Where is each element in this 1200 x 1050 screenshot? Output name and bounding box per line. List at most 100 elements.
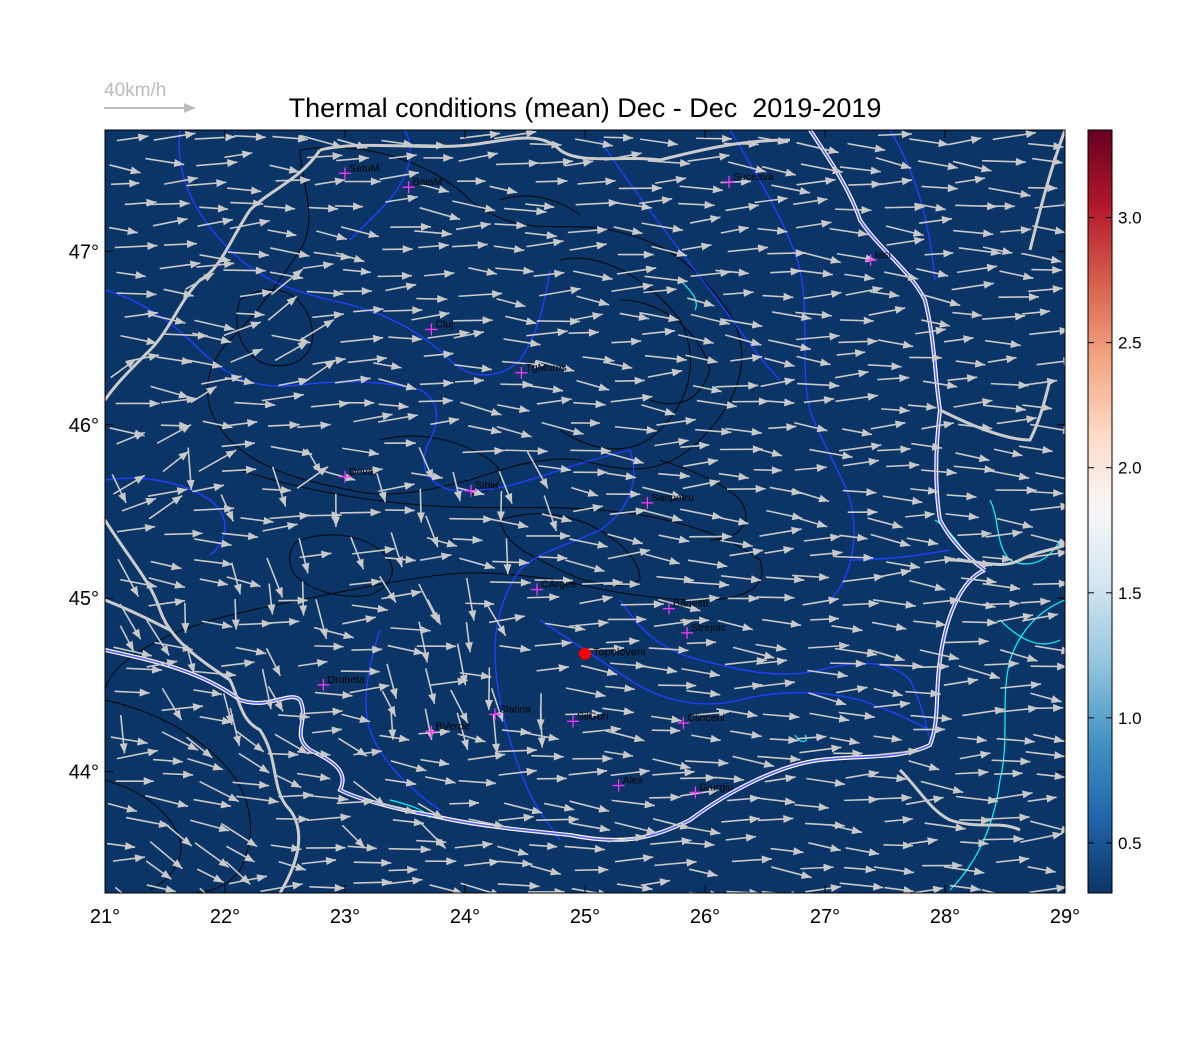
wind-arrow (959, 816, 992, 825)
wind-arrow (388, 708, 397, 740)
wind-arrow (411, 310, 450, 321)
wind-arrow (496, 159, 539, 168)
wind-arrow (839, 166, 881, 175)
wind-arrow (607, 833, 646, 843)
wind-arrow (240, 516, 274, 525)
wind-arrow (842, 599, 879, 608)
wind-arrow (881, 406, 910, 415)
wind-arrow (351, 604, 388, 613)
wind-arrow (278, 860, 307, 871)
wind-arrow (754, 195, 788, 204)
wind-arrow (464, 621, 473, 653)
wind-arrow (795, 219, 832, 229)
wind-arrow (427, 599, 442, 625)
wind-arrow (275, 176, 311, 185)
wind-arrow (351, 645, 383, 654)
wind-arrow (580, 664, 618, 677)
wind-arrow (452, 535, 483, 544)
wind-arrow (199, 715, 233, 725)
wind-arrow (678, 824, 721, 836)
wind-arrow (336, 154, 369, 163)
wind-arrow (296, 466, 329, 489)
wind-arrow (943, 677, 979, 686)
city-marker-tgmures: TgMures (515, 362, 567, 379)
wind-arrow (336, 797, 374, 806)
wind-arrow (995, 486, 1037, 495)
wind-arrow (378, 402, 409, 411)
wind-arrow (921, 420, 954, 430)
wind-arrow (687, 580, 730, 589)
wind-arrow (808, 641, 850, 650)
wind-arrow (526, 732, 559, 742)
wind-arrow (486, 604, 507, 637)
wind-arrow (614, 376, 645, 385)
wind-arrow (905, 510, 935, 519)
wind-arrow (582, 644, 625, 653)
wind-arrow (1032, 157, 1063, 166)
wind-arrow (314, 642, 344, 651)
wind-arrow (495, 266, 534, 275)
wind-arrow (809, 549, 843, 558)
wind-arrow (873, 866, 915, 876)
wind-arrow (614, 821, 658, 835)
wind-arrow (571, 887, 606, 893)
wind-arrow (536, 317, 581, 326)
wind-arrow (420, 758, 450, 767)
wind-arrow (845, 847, 880, 857)
wind-arrow (761, 165, 796, 177)
wind-arrow (181, 602, 190, 634)
wind-arrow (1020, 831, 1063, 843)
wind-arrow (871, 621, 907, 631)
wind-arrow (1036, 772, 1065, 781)
wind-arrow (114, 242, 158, 251)
wind-arrow (534, 576, 573, 585)
wind-arrow (877, 374, 910, 383)
wind-arrow (878, 130, 912, 139)
colorbar-tick-label: 2.5 (1118, 334, 1142, 353)
wind-arrow (381, 589, 422, 600)
wind-arrow (164, 175, 198, 185)
wind-arrow (842, 428, 873, 437)
wind-arrow (869, 290, 900, 299)
wind-arrow (239, 289, 273, 298)
wind-arrow (917, 160, 959, 171)
wind-arrow (460, 401, 502, 416)
wind-arrow (616, 883, 653, 892)
wind-arrow (996, 736, 1035, 745)
wind-arrow (304, 707, 343, 716)
wind-arrow (221, 659, 255, 668)
wind-arrow (270, 268, 304, 296)
wind-arrow (758, 815, 794, 824)
wind-arrow (768, 339, 811, 352)
wind-arrow (119, 603, 142, 640)
wind-arrow (163, 822, 193, 847)
wind-arrow (454, 376, 485, 385)
wind-arrow (468, 425, 502, 435)
wind-arrow (873, 734, 902, 743)
wind-arrow (341, 824, 366, 849)
wind-arrow (525, 202, 555, 211)
wind-arrow (576, 379, 610, 392)
wind-arrow (352, 545, 395, 555)
city-label: Giurgiu (699, 781, 733, 793)
wind-arrow (611, 799, 655, 809)
city-marker-deva: Deva (339, 466, 374, 483)
wind-arrow (265, 647, 282, 677)
wind-arrow (260, 881, 303, 893)
wind-arrow (983, 404, 1026, 413)
wind-arrow (278, 791, 314, 800)
wind-arrow (230, 562, 242, 595)
wind-arrow (342, 267, 371, 276)
wind-arrow (194, 559, 233, 568)
wind-arrow (640, 878, 671, 887)
wind-arrow (981, 888, 998, 893)
wind-arrow (607, 548, 651, 560)
city-label: CArges (541, 579, 576, 591)
wind-arrow (334, 202, 364, 211)
wind-arrow (452, 200, 496, 213)
wind-arrow (727, 484, 766, 493)
wind-arrow (715, 775, 744, 784)
wind-arrow (762, 712, 800, 721)
wind-arrow (418, 241, 449, 250)
wind-arrow (725, 334, 762, 347)
